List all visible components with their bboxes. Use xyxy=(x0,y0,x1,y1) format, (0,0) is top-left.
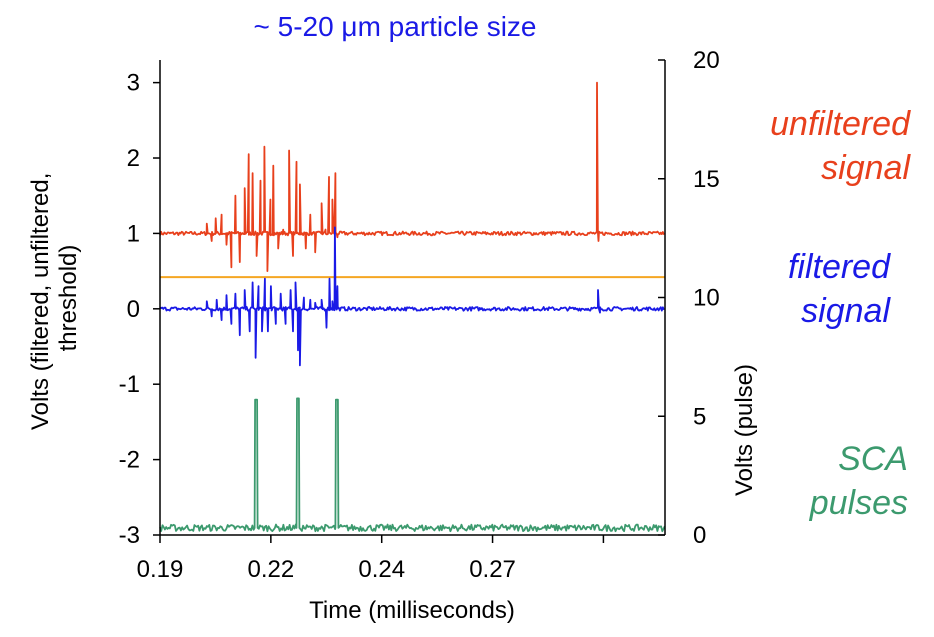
series-filtered-signal xyxy=(159,226,665,367)
x-tick-label: 0.19 xyxy=(137,556,184,583)
x-tick-label: 0.22 xyxy=(247,556,294,583)
left-y-axis-title-line-2: threshold) xyxy=(55,245,82,352)
annotations-layer: unfiltered signal filtered signal SCA pulses xyxy=(770,105,911,522)
left-y-tick-label: -1 xyxy=(119,371,140,398)
annotation-line: signal xyxy=(821,149,911,187)
chart-title: ~ 5-20 μm particle size xyxy=(253,11,536,42)
x-tick-label: 0.24 xyxy=(358,556,405,583)
right-y-tick-label: 10 xyxy=(693,285,720,312)
right-y-axis-title: Volts (pulse) xyxy=(731,364,758,496)
left-y-tick-label: 0 xyxy=(127,296,140,323)
annotation-line: unfiltered xyxy=(770,105,911,143)
series-sca-pulses xyxy=(159,397,666,533)
left-y-tick-label: -2 xyxy=(119,447,140,474)
right-y-tick-label: 20 xyxy=(693,47,720,74)
left-y-tick-label: 1 xyxy=(127,220,140,247)
annotation-line: SCA xyxy=(838,440,908,478)
left-y-tick-label: 2 xyxy=(127,145,140,172)
left-y-tick-label: 3 xyxy=(127,70,140,97)
x-tick-label: 0.27 xyxy=(469,556,516,583)
right-y-tick-label: 0 xyxy=(693,522,706,549)
right-y-tick-label: 5 xyxy=(693,403,706,430)
series-unfiltered-signal xyxy=(159,81,665,272)
right-y-tick-label: 15 xyxy=(693,166,720,193)
left-y-axis-title-line-1: Volts (filtered, unfiltered, xyxy=(27,173,54,430)
annotation-line: signal xyxy=(801,292,891,330)
annotation-line: pulses xyxy=(809,484,908,522)
annotation-unfiltered-signal: unfiltered signal xyxy=(770,105,911,187)
left-y-tick-label: -3 xyxy=(119,522,140,549)
left-y-axis-title: Volts (filtered, unfiltered, threshold) xyxy=(27,166,82,430)
annotation-line: filtered xyxy=(788,248,891,286)
annotation-sca-pulses: SCA pulses xyxy=(809,440,908,522)
series-layer xyxy=(159,81,666,533)
annotation-filtered-signal: filtered signal xyxy=(788,248,892,330)
x-axis-title: Time (milliseconds) xyxy=(309,597,515,624)
